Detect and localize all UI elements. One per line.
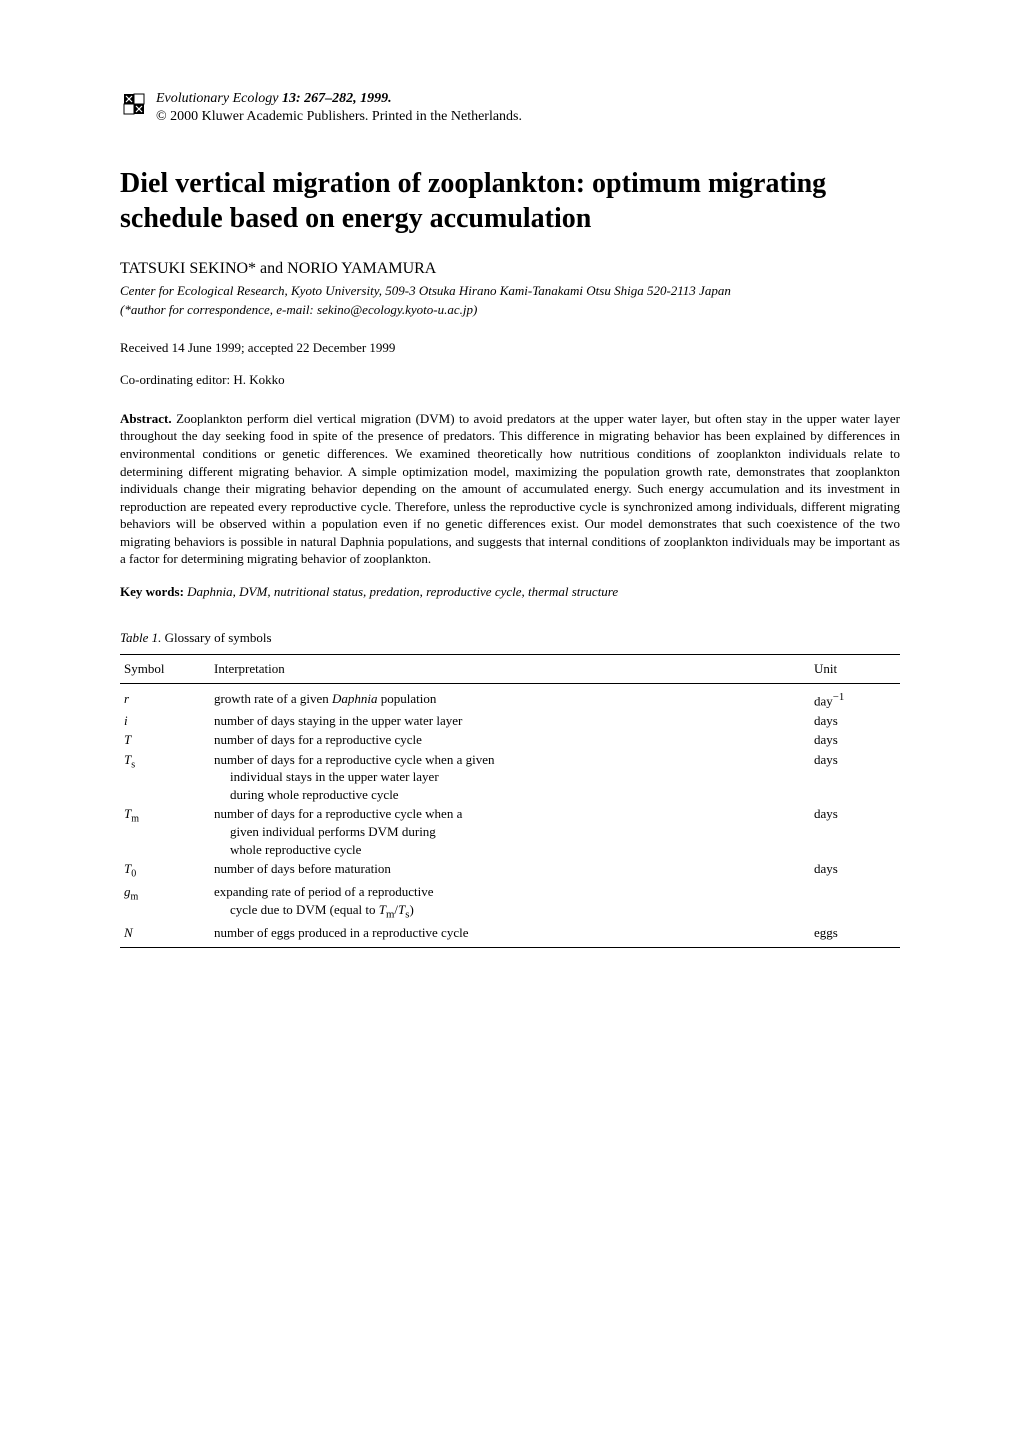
received-date: Received 14 June 1999; accepted 22 Decem… — [120, 340, 900, 356]
interpretation-cell: expanding rate of period of a reproducti… — [210, 882, 810, 923]
abstract: Abstract. Zooplankton perform diel verti… — [120, 410, 900, 568]
journal-name: Evolutionary Ecology — [156, 91, 278, 106]
keywords-text: Daphnia, DVM, nutritional status, predat… — [187, 584, 618, 599]
unit-cell: days — [810, 711, 900, 731]
interpretation-cell: number of days for a reproductive cycle … — [210, 804, 810, 859]
table-row: inumber of days staying in the upper wat… — [120, 711, 900, 731]
journal-info: Evolutionary Ecology 13: 267–282, 1999. … — [156, 90, 522, 126]
interpretation-cell: growth rate of a given Daphnia populatio… — [210, 683, 810, 710]
table-caption-text: Glossary of symbols — [165, 630, 272, 645]
interpretation-cell: number of eggs produced in a reproductiv… — [210, 923, 810, 948]
symbol-cell: i — [120, 711, 210, 731]
table-header-row: Symbol Interpretation Unit — [120, 654, 900, 683]
table-number: Table 1. — [120, 630, 161, 645]
symbol-cell: N — [120, 923, 210, 948]
table-row: Tnumber of days for a reproductive cycle… — [120, 730, 900, 750]
table-row: Tmnumber of days for a reproductive cycl… — [120, 804, 900, 859]
unit-cell — [810, 882, 900, 923]
interpretation-cell: number of days for a reproductive cycle … — [210, 750, 810, 805]
unit-cell: days — [810, 750, 900, 805]
interpretation-cell: number of days before maturation — [210, 859, 810, 882]
correspondence: (*author for correspondence, e-mail: sek… — [120, 302, 900, 318]
table-row: T0number of days before maturationdays — [120, 859, 900, 882]
keywords-label: Key words: — [120, 584, 184, 599]
journal-copyright: © 2000 Kluwer Academic Publishers. Print… — [156, 108, 522, 126]
table-row: gmexpanding rate of period of a reproduc… — [120, 882, 900, 923]
symbol-cell: Ts — [120, 750, 210, 805]
interpretation-cell: number of days staying in the upper wate… — [210, 711, 810, 731]
symbol-cell: gm — [120, 882, 210, 923]
symbol-cell: r — [120, 683, 210, 710]
journal-header: Evolutionary Ecology 13: 267–282, 1999. … — [120, 90, 900, 126]
col-unit: Unit — [810, 654, 900, 683]
affiliation: Center for Ecological Research, Kyoto Un… — [120, 282, 900, 300]
interpretation-cell: number of days for a reproductive cycle — [210, 730, 810, 750]
authors: TATSUKI SEKINO* and NORIO YAMAMURA — [120, 260, 900, 278]
abstract-text: Zooplankton perform diel vertical migrat… — [120, 411, 900, 566]
unit-cell: days — [810, 859, 900, 882]
unit-cell: day−1 — [810, 683, 900, 710]
symbol-cell: T0 — [120, 859, 210, 882]
paper-title: Diel vertical migration of zooplankton: … — [120, 166, 900, 236]
unit-cell: days — [810, 730, 900, 750]
unit-cell: days — [810, 804, 900, 859]
table-caption: Table 1. Glossary of symbols — [120, 630, 900, 646]
keywords: Key words: Daphnia, DVM, nutritional sta… — [120, 584, 900, 600]
glossary-table: Symbol Interpretation Unit rgrowth rate … — [120, 654, 900, 949]
journal-vol: 13: 267–282, 1999. — [282, 91, 392, 106]
unit-cell: eggs — [810, 923, 900, 948]
symbol-cell: T — [120, 730, 210, 750]
col-symbol: Symbol — [120, 654, 210, 683]
table-row: Tsnumber of days for a reproductive cycl… — [120, 750, 900, 805]
publisher-logo-icon — [120, 90, 148, 118]
coordinating-editor: Co-ordinating editor: H. Kokko — [120, 372, 900, 388]
table-row: rgrowth rate of a given Daphnia populati… — [120, 683, 900, 710]
col-interpretation: Interpretation — [210, 654, 810, 683]
abstract-label: Abstract. — [120, 411, 172, 426]
table-row: Nnumber of eggs produced in a reproducti… — [120, 923, 900, 948]
symbol-cell: Tm — [120, 804, 210, 859]
